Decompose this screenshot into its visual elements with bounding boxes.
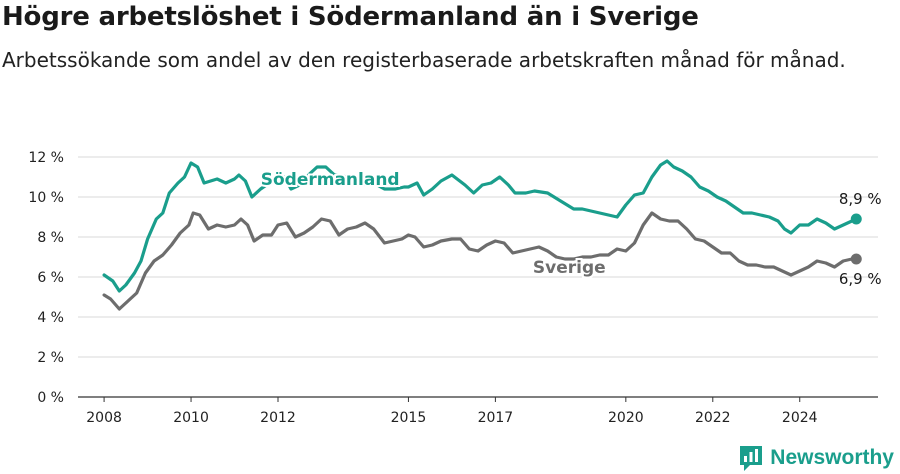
newsworthy-brand: Newsworthy bbox=[738, 444, 894, 472]
y-tick-label: 12 % bbox=[28, 150, 64, 166]
end-point-sverige bbox=[850, 253, 862, 265]
y-tick-label: 4 % bbox=[37, 310, 64, 326]
series-labels: 8,9 % 6,9 % Södermanland Sverige bbox=[259, 168, 882, 288]
chart-title: Högre arbetslöshet i Södermanland än i S… bbox=[2, 2, 699, 32]
x-tick-label: 2015 bbox=[391, 410, 427, 426]
x-axis-ticks: 2008 2010 2012 2015 2017 2020 2022 2024 bbox=[86, 397, 818, 426]
series-line-sodermanland bbox=[102, 159, 858, 293]
x-tick-label: 2022 bbox=[695, 410, 731, 426]
series-lines bbox=[102, 159, 862, 311]
x-tick-label: 2020 bbox=[608, 410, 644, 426]
y-tick-label: 6 % bbox=[37, 270, 64, 286]
end-value-label: 6,9 % bbox=[839, 270, 882, 288]
brand-name: Newsworthy bbox=[770, 446, 894, 469]
grid-lines bbox=[78, 156, 878, 398]
end-value-label: 8,9 % bbox=[839, 190, 882, 208]
x-tick-label: 2012 bbox=[260, 410, 296, 426]
y-tick-label: 0 % bbox=[37, 390, 64, 406]
newsworthy-logo-icon bbox=[740, 446, 763, 471]
y-axis-ticks: 0 % 2 % 4 % 6 % 8 % 10 % 12 % bbox=[28, 150, 64, 406]
series-name-label: Sverige bbox=[533, 258, 606, 278]
y-tick-label: 8 % bbox=[37, 230, 64, 246]
x-tick-label: 2008 bbox=[86, 410, 122, 426]
y-tick-label: 2 % bbox=[37, 350, 64, 366]
series-name-label: Södermanland bbox=[261, 170, 400, 190]
end-point-sodermanland bbox=[850, 213, 862, 225]
chart-subtitle: Arbetssökande som andel av den registerb… bbox=[2, 48, 846, 72]
x-tick-label: 2010 bbox=[173, 410, 209, 426]
x-tick-label: 2024 bbox=[782, 410, 818, 426]
series-line-sverige bbox=[102, 211, 858, 311]
x-tick-label: 2017 bbox=[478, 410, 514, 426]
y-tick-label: 10 % bbox=[28, 190, 64, 206]
